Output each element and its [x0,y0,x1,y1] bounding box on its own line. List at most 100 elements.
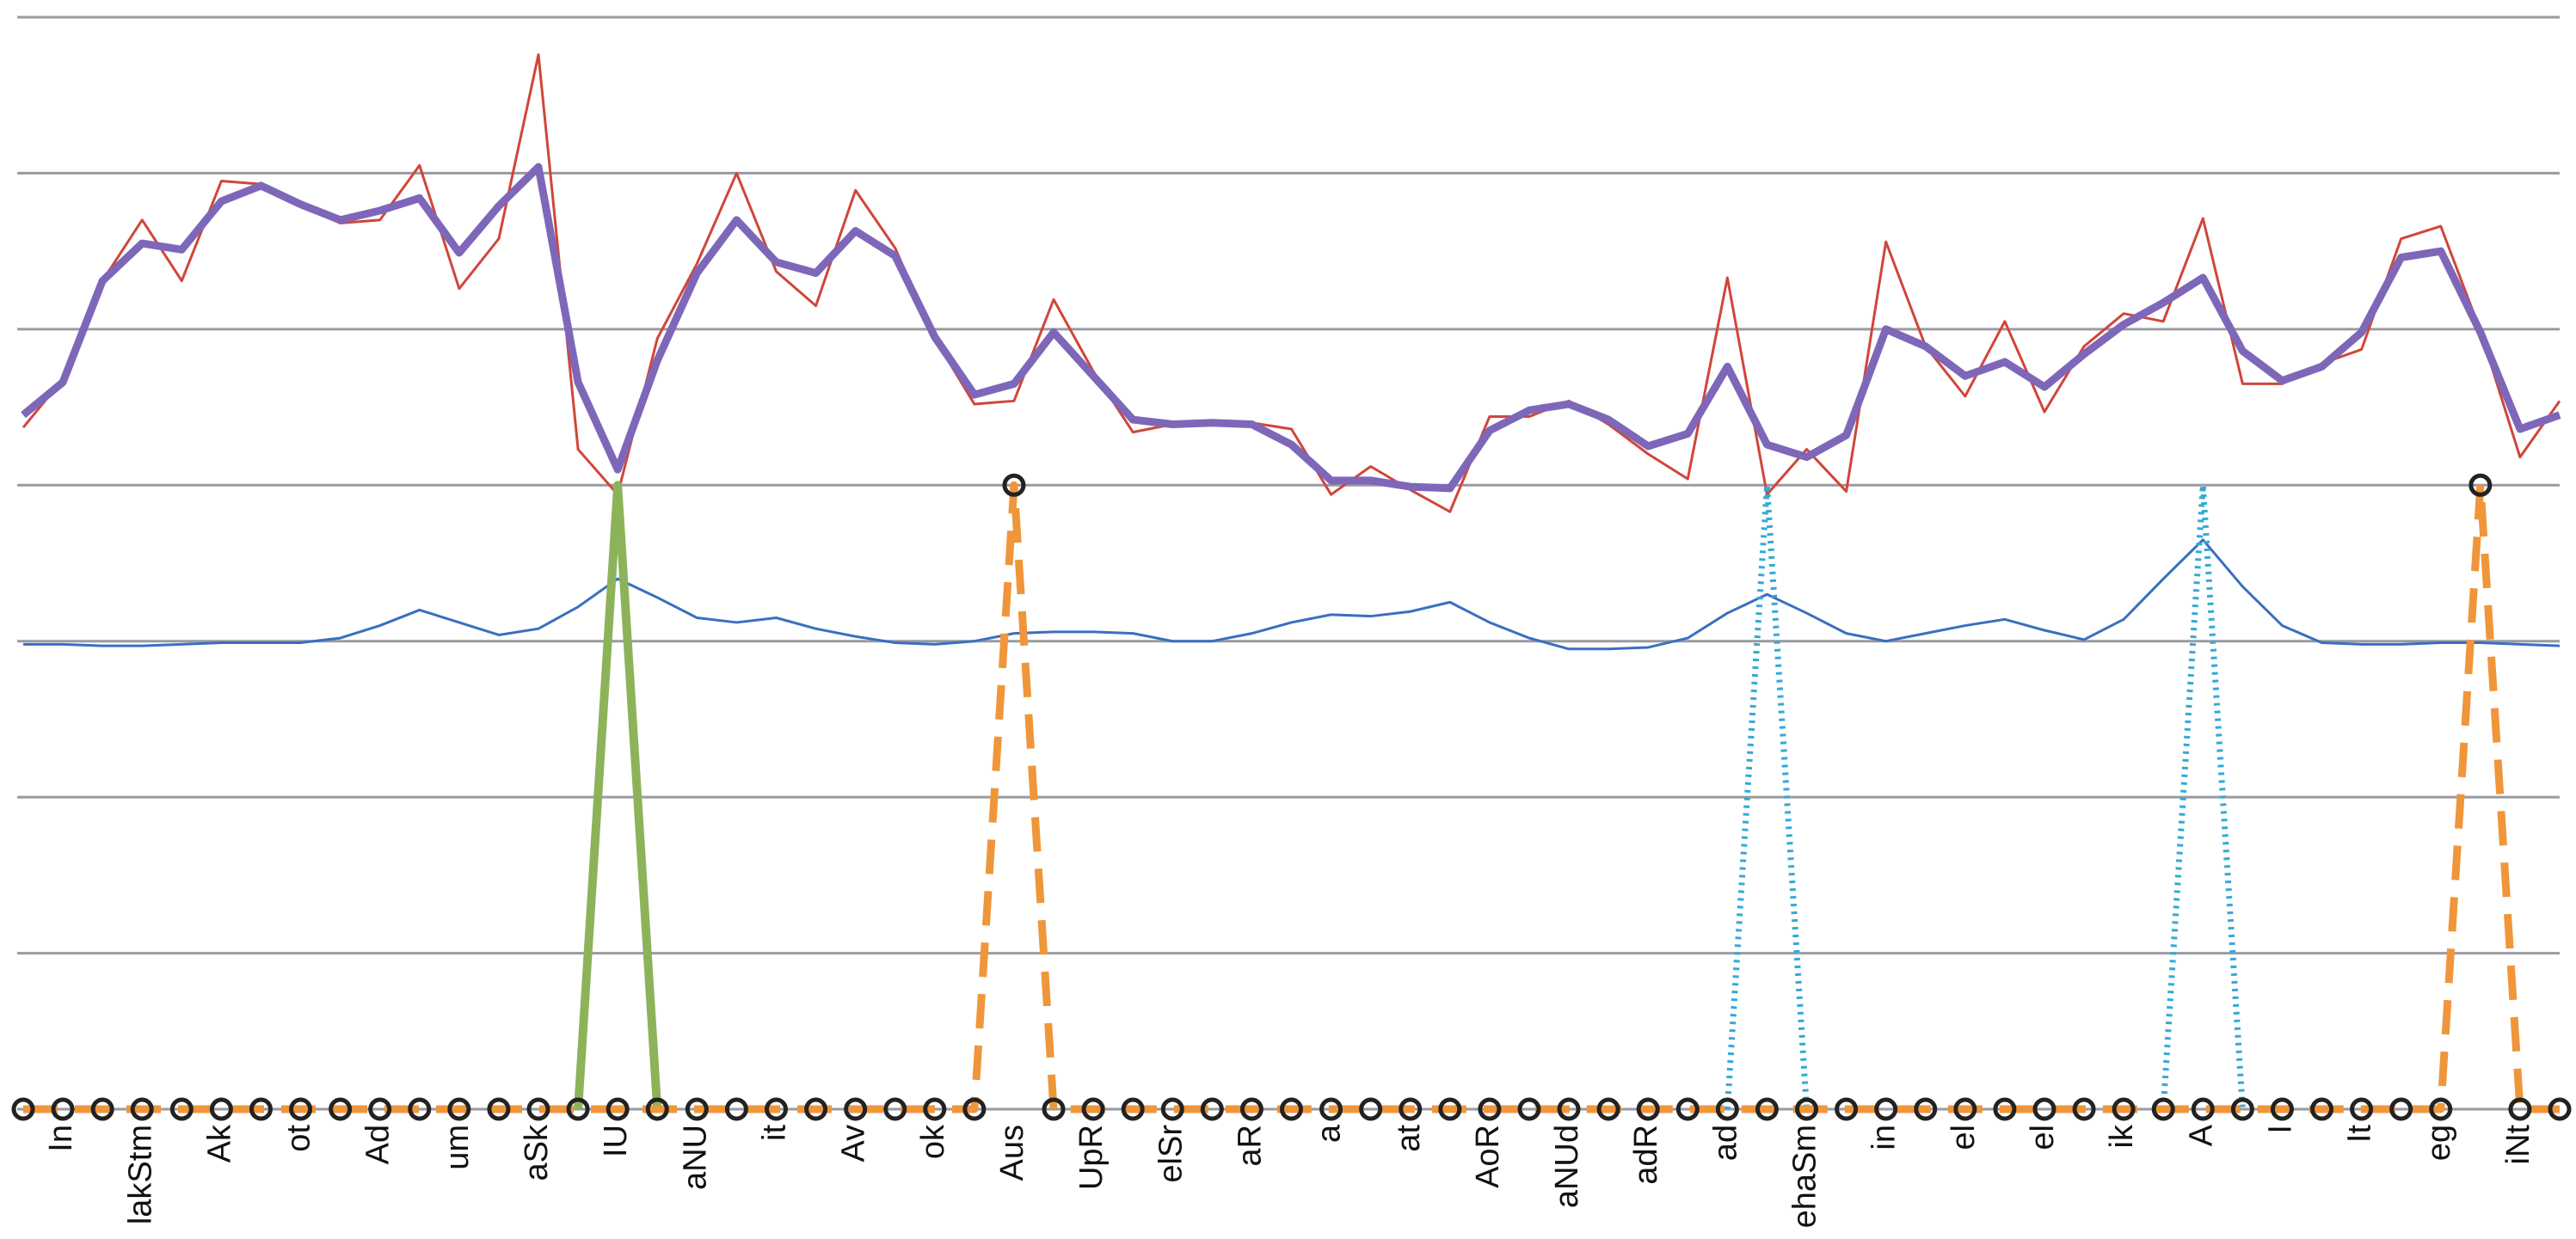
series-line [23,481,2560,1113]
x-tick-label: aNUd [1549,1125,1585,1208]
x-tick-label: UpR [1073,1125,1110,1190]
point-marker [289,1097,313,1121]
point-marker [883,1097,907,1121]
point-marker [1557,1097,1581,1121]
point-marker [962,1097,987,1121]
point-marker [606,1097,630,1121]
x-tick-label: ehaSm [1787,1125,1823,1228]
point-marker [169,1097,194,1121]
point-marker [1953,1097,1977,1121]
x-tick-label: AoR [1470,1125,1506,1188]
x-tick-label: Ad [360,1125,397,1164]
point-marker [685,1097,709,1121]
point-marker [408,1097,432,1121]
point-marker [1914,1097,1938,1121]
x-tick-label: elSr [1153,1125,1189,1183]
point-marker [1280,1097,1303,1121]
point-marker [923,1097,947,1121]
point-marker [2429,1097,2453,1121]
point-marker [1755,1097,1779,1121]
x-tick-label: In [43,1125,79,1152]
x-tick-label: a [1312,1124,1348,1143]
x-tick-label: IU [598,1125,634,1157]
point-marker [2230,1097,2254,1121]
point-marker [724,1097,748,1121]
point-marker [526,1097,550,1121]
point-marker [2389,1097,2413,1121]
point-marker [1596,1097,1620,1121]
point-marker [1399,1097,1423,1121]
point-marker [1359,1097,1383,1121]
point-marker [2508,1097,2532,1121]
point-marker [1438,1097,1462,1121]
point-marker [2151,1097,2175,1121]
point-marker [51,1097,75,1121]
point-marker [2072,1097,2096,1121]
point-marker [2350,1097,2374,1121]
x-tick-label: aNU [677,1125,713,1190]
point-marker [2270,1097,2294,1121]
point-marker [329,1097,353,1121]
point-marker [1239,1097,1263,1121]
point-marker [2191,1097,2215,1121]
x-tick-label: ot [281,1125,317,1152]
x-tick-label: aSk [519,1124,555,1181]
x-tick-label: in [1866,1125,1903,1150]
point-marker [804,1097,828,1121]
point-marker [1200,1097,1224,1121]
x-tick-label: el [1946,1125,1982,1150]
x-tick-label: Aus [994,1125,1030,1181]
x-tick-label: aR [1232,1125,1268,1167]
x-tick-label: I [2262,1125,2298,1134]
series-line [574,481,662,1110]
point-marker [1715,1097,1739,1121]
point-marker [1081,1097,1105,1121]
x-tick-label: adR [1628,1125,1664,1185]
point-marker [2112,1097,2136,1121]
x-tick-label: It [2342,1125,2378,1144]
x-tick-label: Ak [201,1124,237,1162]
point-marker [11,1097,35,1121]
point-marker [566,1097,590,1121]
x-tick-label: lakStm [122,1125,158,1224]
x-tick-label: el [2025,1125,2061,1150]
point-marker [764,1097,788,1121]
x-tick-label: ad [1707,1125,1743,1161]
point-marker [368,1097,392,1121]
point-marker [1121,1097,1145,1121]
point-marker [487,1097,511,1121]
point-marker [2032,1097,2056,1121]
point-marker [209,1097,233,1121]
point-marker [844,1097,868,1121]
point-marker [1478,1097,1502,1121]
x-tick-label: at [1391,1125,1427,1152]
point-marker [249,1097,273,1121]
x-tick-label: it [757,1125,793,1141]
point-marker [645,1097,669,1121]
x-tick-label: ok [915,1124,951,1159]
series-line [21,163,2561,493]
x-tick-label: iNt [2500,1125,2536,1165]
point-marker [1042,1097,1066,1121]
point-marker [1160,1097,1184,1121]
point-marker [1319,1097,1343,1121]
point-marker [2468,473,2493,497]
x-tick-label: Av [836,1125,872,1162]
x-tick-label: um [440,1125,476,1170]
point-marker [2548,1097,2572,1121]
point-marker [130,1097,154,1121]
point-marker [1874,1097,1898,1121]
point-marker [1993,1097,2017,1121]
point-marker [1517,1097,1541,1121]
point-marker [90,1097,114,1121]
point-marker [1675,1097,1700,1121]
point-marker [1795,1097,1819,1121]
series-line [23,538,2561,651]
x-tick-label: eg [2421,1125,2457,1161]
point-marker [1002,473,1026,497]
point-marker [1636,1097,1660,1121]
x-tick-label: ik [2104,1124,2140,1148]
point-marker [447,1097,471,1121]
point-marker [1835,1097,1859,1121]
